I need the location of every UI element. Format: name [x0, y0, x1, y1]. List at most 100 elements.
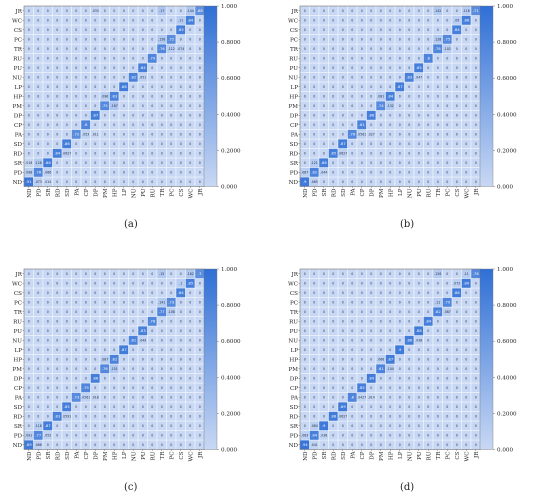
cell-value-label: 0 — [75, 443, 77, 447]
cell-value-label: 0 — [113, 443, 115, 447]
cell-value-label: 0 — [351, 123, 353, 127]
cell-value-label: 0 — [189, 320, 191, 324]
cell-value-label: 0 — [94, 161, 96, 165]
cell-value-label: 0 — [475, 348, 477, 352]
cell-value-label: 0 — [189, 76, 191, 80]
x-tick-label: RD — [331, 451, 337, 460]
cell-value-label: 0 — [132, 47, 134, 51]
cell-value-label: 0 — [399, 133, 401, 137]
cell-value-label: 0 — [323, 405, 325, 409]
cell-value-label: 0 — [313, 123, 315, 127]
cell-value-label: 0 — [113, 424, 115, 428]
cell-value-label: 0 — [475, 47, 477, 51]
cell-value-label: .86 — [64, 142, 70, 146]
cell-value-label: 0 — [104, 405, 106, 409]
cell-value-label: 0 — [75, 104, 77, 108]
cell-value-label: 0 — [180, 339, 182, 343]
cell-value-label: 0 — [199, 142, 201, 146]
cell-value-label: 0 — [180, 272, 182, 276]
cell-value-label: 0 — [170, 66, 172, 70]
cell-value-label: 0 — [408, 424, 410, 428]
cell-value-label: 0 — [85, 310, 87, 314]
cell-value-label: 0 — [342, 66, 344, 70]
cell-value-label: 0 — [66, 377, 68, 381]
y-tick-label: NU — [288, 338, 298, 344]
cell-value-label: 0 — [332, 142, 334, 146]
cell-value-label: 0 — [66, 19, 68, 23]
cell-value-label: 0 — [47, 367, 49, 371]
cell-value-label: 0 — [47, 9, 49, 13]
cell-value-label: 0 — [189, 424, 191, 428]
cell-value-label: 0 — [446, 114, 448, 118]
cell-value-label: 0 — [437, 142, 439, 146]
cell-value-label: 0 — [180, 358, 182, 362]
cell-value-label: .94 — [302, 443, 308, 447]
cell-value-label: 0 — [75, 28, 77, 32]
cell-value-label: 0 — [332, 339, 334, 343]
cell-value-label: 0 — [332, 161, 334, 165]
panel-a: .91.073.014 0 0 0 0 0 0 0 0 0 0 0 0 0 0 0 0.098.78.066 0 0… — [2, 2, 272, 216]
cell-value-label: 0 — [456, 434, 458, 438]
cell-value-label: 0 — [446, 320, 448, 324]
cell-value-label: 0 — [427, 415, 429, 419]
cell-value-label: 0 — [370, 47, 372, 51]
cell-value-label: 0 — [323, 38, 325, 42]
cell-value-label: .76 — [102, 367, 108, 371]
cell-value-label: 0 — [161, 114, 163, 118]
y-tick-label: HP — [289, 94, 298, 100]
cell-value-label: 0 — [475, 28, 477, 32]
cell-value-label: 0 — [151, 161, 153, 165]
cell-value-label: 0 — [389, 443, 391, 447]
cell-value-label: 0 — [142, 358, 144, 362]
cell-value-label: 0 — [104, 301, 106, 305]
x-tick-label: RD — [55, 188, 61, 197]
cell-value-label: 0 — [132, 28, 134, 32]
cell-value-label: 0 — [104, 161, 106, 165]
cell-value-label: 0 — [189, 95, 191, 99]
cell-value-label: 0 — [56, 47, 58, 51]
cell-value-label: 0 — [332, 434, 334, 438]
cell-value-label: 0 — [370, 348, 372, 352]
y-tick-label: DP — [14, 376, 22, 382]
cell-value-label: 0 — [475, 76, 477, 80]
cell-value-label: 0 — [465, 301, 467, 305]
cell-value-label: 0 — [170, 152, 172, 156]
cell-value-label: 0 — [332, 310, 334, 314]
colorbar-tick-label: 0.2000 — [497, 411, 517, 417]
cell-value-label: 0 — [342, 104, 344, 108]
cell-value-label: 0 — [475, 367, 477, 371]
cell-value-label: 0 — [37, 9, 39, 13]
cell-value-label: 0 — [323, 142, 325, 146]
cell-value-label: 0 — [418, 405, 420, 409]
cell-value-label: 0 — [66, 114, 68, 118]
cell-value-label: 0 — [304, 320, 306, 324]
cell-value-label: 0 — [389, 57, 391, 61]
cell-value-label: 0 — [199, 348, 201, 352]
cell-value-label: 0 — [323, 9, 325, 13]
cell-value-label: 0 — [123, 95, 125, 99]
cell-value-label: 0 — [56, 19, 58, 23]
cell-value-label: 0 — [151, 301, 153, 305]
cell-value-label: 0 — [313, 320, 315, 324]
cell-value-label: 0 — [66, 133, 68, 137]
cell-value-label: 0 — [189, 38, 191, 42]
cell-value-label: 0 — [123, 434, 125, 438]
cell-value-label: 0 — [389, 85, 391, 89]
cell-value-label: 0 — [94, 47, 96, 51]
cell-value-label: 0 — [28, 358, 30, 362]
cell-value-label: 0 — [304, 291, 306, 295]
cell-value-label: 0 — [437, 57, 439, 61]
cell-value-label: 0 — [399, 415, 401, 419]
cell-value-label: .116 — [463, 9, 470, 13]
cell-value-label: 0 — [351, 114, 353, 118]
cell-value-label: 0 — [399, 291, 401, 295]
cell-value-label: 0 — [380, 272, 382, 276]
y-tick-label: SR — [290, 161, 299, 167]
cell-value-label: 0 — [170, 291, 172, 295]
y-tick-label: CS — [290, 28, 298, 34]
cell-value-label: 0 — [370, 85, 372, 89]
cell-value-label: 0 — [132, 180, 134, 184]
x-tick-label: LP — [122, 188, 128, 196]
cell-value-label: 0 — [399, 9, 401, 13]
cell-value-label: 0 — [132, 396, 134, 400]
